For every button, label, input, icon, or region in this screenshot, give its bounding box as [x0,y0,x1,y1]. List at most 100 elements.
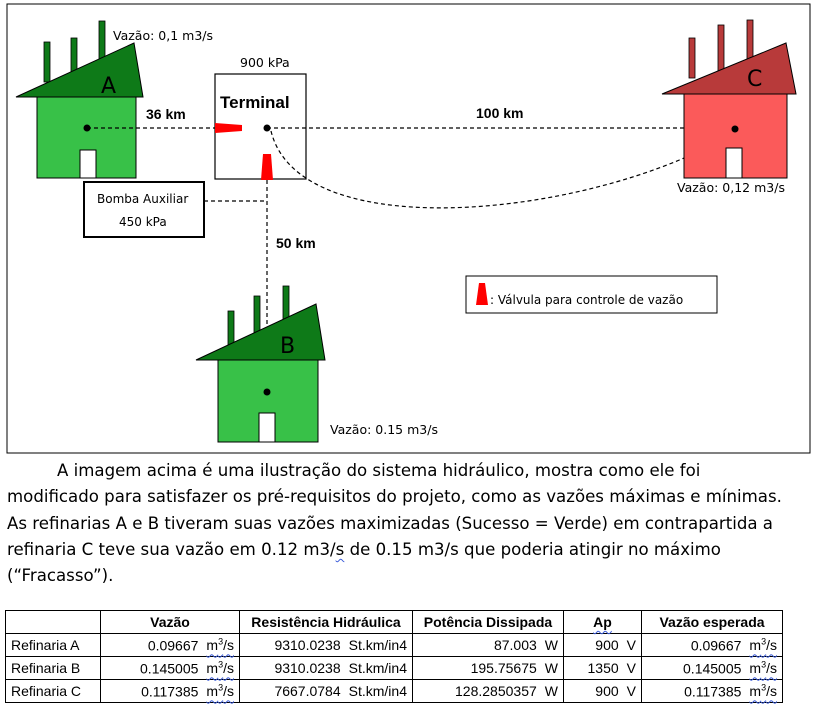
legend-box [465,275,718,314]
pump-label: Bomba Auxiliar [97,192,188,206]
row-name: Refinaria C [5,679,101,703]
hydraulic-diagram: A Vazão: 0,1 m3/s Terminal 900 kPa 36 km… [6,3,811,454]
unit-tail: /s [223,683,234,700]
expected-flow-cell: 0.117385 m3/s [641,679,783,703]
expected-flow-value: 0.145005 [683,660,742,677]
column-header: Potência Dissipada [412,610,564,634]
distance-label-b: 50 km [276,235,316,251]
column-header: Ap [563,610,642,634]
column-header-text: Potência Dissipada [423,614,553,630]
valve-icon [215,123,242,133]
pump-pressure: 450 kPa [119,215,167,229]
row-name: Refinaria A [5,633,101,657]
resistance-unit: St.km/in4 [348,637,407,653]
chimney [43,41,51,83]
caption-line: (“Fracasso”). [7,566,114,586]
expected-flow-value: 0.117385 [684,683,742,700]
terminal-label: Terminal [220,93,290,112]
auxiliary-pump: Bomba Auxiliar 450 kPa [83,181,205,238]
power-cell: 128.2850357 W [412,679,564,703]
row-name: Refinaria B [5,656,101,680]
refinery-letter: B [280,334,295,359]
expected-flow-unit: m3/s [749,636,777,654]
ap-unit: V [626,660,636,676]
resistance-cell: 9310.0238 St.km/in4 [239,633,413,657]
refinery-letter: C [747,67,762,92]
expected-flow-cell: 0.09667 m3/s [641,633,783,657]
refinery-flow-label: Vazão: 0,12 m3/s [677,180,785,195]
power-unit: W [544,660,558,676]
unit-tail: /s [766,683,777,700]
resistance-cell: 7667.0784 St.km/in4 [239,679,413,703]
unit-base: m [206,637,219,654]
chimney [688,37,696,79]
unit-tail: /s [223,660,234,677]
power-value: 87.003 [493,637,537,653]
caption: A imagem acima é uma ilustração do siste… [7,458,813,589]
refinery-letter: A [101,74,116,99]
resistance-value: 9310.0238 [274,660,341,676]
door [725,147,743,179]
table-row: Refinaria C 0.117385 m3/s 7667.0784 St.km/… [5,679,783,703]
terminal: Terminal 900 kPa [214,55,307,180]
resistance-cell: 9310.0238 St.km/in4 [239,656,413,680]
expected-flow-value: 0.09667 [690,637,742,654]
flow-unit: m3/s [206,682,234,700]
resistance-value: 9310.0238 [274,637,341,653]
expected-flow-unit: m3/s [749,659,777,677]
ap-value: 1350 [587,660,619,676]
unit-exponent: 3 [761,659,767,670]
caption-line: de 0.15 m3/s que poderia atingir no máxi… [344,539,721,559]
refinery-c: C Vazão: 0,12 m3/s [661,19,797,195]
refinery-b: B Vazão: 0.15 m3/s [195,285,438,443]
caption-line: As refinarias A e B tiveram suas vazões … [7,513,773,533]
unit-tail: /s [223,637,234,654]
column-header-text: Ap [593,614,612,630]
caption-line: A imagem acima é uma ilustração do siste… [57,461,701,480]
refinery-a: A Vazão: 0,1 m3/s [15,20,213,179]
ap-unit: V [626,683,636,699]
unit-exponent: 3 [761,636,767,647]
valve-icon [476,283,488,305]
expected-flow-unit: m3/s [749,683,777,700]
caption-line: modificado para satisfazer os pré-requis… [7,487,782,507]
legend-text: : Válvula para controle de vazão [490,293,683,307]
valve-icon [261,154,273,180]
door [258,412,276,443]
refinery-flow-label: Vazão: 0,1 m3/s [113,28,213,43]
unit-exponent: 3 [218,659,224,670]
resistance-value: 7667.0784 [274,683,341,699]
unit-exponent: 3 [218,636,224,647]
flow-unit: m3/s [206,636,234,654]
resistance-unit: St.km/in4 [348,683,407,699]
flow-value: 0.145005 [140,660,199,677]
ap-cell: 900 V [563,679,642,703]
unit-exponent: 3 [218,682,224,693]
node-dot [263,388,271,396]
column-header [5,610,101,634]
flow-value: 0.117385 [141,683,199,700]
power-unit: W [544,683,558,699]
unit-base: m [206,660,219,677]
expected-flow-cell: 0.145005 m3/s [641,656,783,680]
power-value: 195.75675 [470,660,537,676]
pump-box [83,181,205,238]
legend: : Válvula para controle de vazão [465,275,718,314]
unit-base: m [206,683,219,700]
power-unit: W [544,637,558,653]
unit-base: m [749,683,762,700]
pipe-c-return [270,130,734,209]
caption-line: s [335,539,345,559]
column-header: Resistência Hidráulica [239,610,413,634]
unit-base: m [749,637,762,654]
ap-cell: 900 V [563,633,642,657]
column-header: Vazão [100,610,240,634]
unit-tail: /s [766,660,777,677]
flow-cell: 0.145005 m3/s [100,656,240,680]
flow-unit: m3/s [206,659,234,677]
distance-label-ab: 36 km [146,106,186,122]
terminal-pressure: 900 kPa [240,55,290,70]
flow-cell: 0.09667 m3/s [100,633,240,657]
column-header: Vazão esperada [641,610,783,634]
ap-value: 900 [595,637,619,653]
